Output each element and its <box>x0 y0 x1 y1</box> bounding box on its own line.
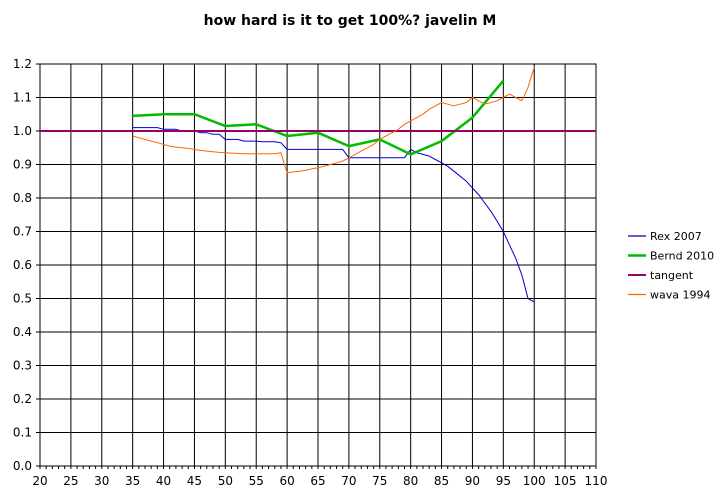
y-tick-label: 0.5 <box>13 292 32 306</box>
y-tick-label: 0.3 <box>13 359 32 373</box>
x-tick-label: 75 <box>372 474 387 488</box>
legend: Rex 2007 Bernd 2010 tangent wava 1994 <box>628 230 714 302</box>
x-tick-label: 60 <box>279 474 294 488</box>
y-tick-label: 0.9 <box>13 158 32 172</box>
y-tick-label: 0.6 <box>13 258 32 272</box>
grid <box>39 63 597 467</box>
series-line-wava-1994 <box>132 67 535 174</box>
y-tick-label: 0.8 <box>13 191 32 205</box>
series-line-rex-2007 <box>132 127 535 303</box>
legend-label-wava-1994: wava 1994 <box>650 289 710 302</box>
x-tick-label: 90 <box>465 474 480 488</box>
x-tick-label: 55 <box>249 474 264 488</box>
y-tick-label: 0.4 <box>13 325 32 339</box>
x-tick-label: 70 <box>341 474 356 488</box>
series-line-bernd-2010 <box>132 79 505 156</box>
x-tick-label: 65 <box>310 474 325 488</box>
x-tick-label: 80 <box>403 474 418 488</box>
x-tick-label: 95 <box>496 474 511 488</box>
y-tick-label: 1.1 <box>13 91 32 105</box>
x-tick-label: 85 <box>434 474 449 488</box>
x-tick-label: 50 <box>218 474 233 488</box>
x-tick-label: 110 <box>585 474 608 488</box>
x-tick-label: 20 <box>32 474 47 488</box>
axes: 20 25 30 35 40 45 50 55 60 65 70 75 80 85 90 95 100 105 11… <box>13 57 608 488</box>
y-tick-label: 0.0 <box>13 459 32 473</box>
legend-label-rex-2007: Rex 2007 <box>650 230 702 243</box>
series-lines <box>40 67 596 303</box>
y-tick-label: 0.7 <box>13 225 32 239</box>
x-tick-label: 25 <box>63 474 78 488</box>
x-tick-label: 30 <box>94 474 109 488</box>
legend-label-tangent: tangent <box>650 269 694 282</box>
legend-label-bernd-2010: Bernd 2010 <box>650 250 714 263</box>
x-tick-label: 100 <box>523 474 546 488</box>
x-tick-label: 105 <box>554 474 577 488</box>
y-tick-label: 0.1 <box>13 426 32 440</box>
x-tick-label: 40 <box>156 474 171 488</box>
x-tick-label: 35 <box>125 474 140 488</box>
y-tick-label: 1.0 <box>13 124 32 138</box>
y-tick-label: 1.2 <box>13 57 32 71</box>
y-tick-label: 0.2 <box>13 392 32 406</box>
chart-title: how hard is it to get 100%? javelin M <box>204 13 497 29</box>
x-tick-label: 45 <box>187 474 202 488</box>
